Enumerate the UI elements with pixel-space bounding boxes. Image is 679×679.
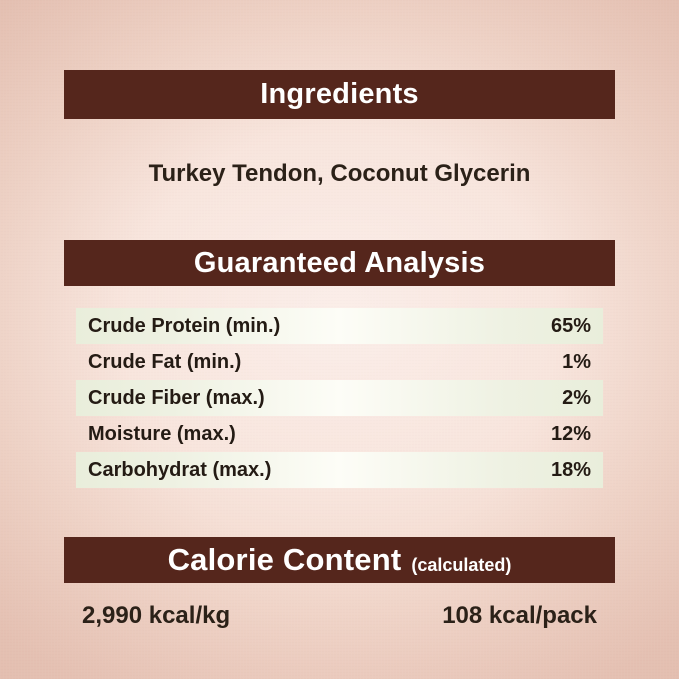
guaranteed-analysis-header-banner: Guaranteed Analysis bbox=[64, 240, 615, 286]
calorie-content-heading: Calorie Content bbox=[167, 542, 402, 577]
ingredients-header-banner: Ingredients bbox=[64, 70, 615, 119]
calorie-values-row: 2,990 kcal/kg 108 kcal/pack bbox=[64, 602, 615, 630]
guaranteed-analysis-heading: Guaranteed Analysis bbox=[193, 246, 486, 279]
table-row: Crude Protein (min.) 65% bbox=[76, 308, 603, 344]
nutrient-value: 1% bbox=[562, 350, 591, 373]
nutrient-value: 18% bbox=[550, 458, 591, 481]
guaranteed-analysis-table: Crude Protein (min.) 65% Crude Fat (min.… bbox=[76, 308, 603, 488]
table-row: Carbohydrat (max.) 18% bbox=[76, 452, 603, 488]
nutrient-value: 12% bbox=[550, 422, 591, 445]
nutrient-label: Moisture (max.) bbox=[88, 422, 236, 445]
ingredients-list-text: Turkey Tendon, Coconut Glycerin bbox=[148, 160, 531, 187]
ingredients-heading: Ingredients bbox=[260, 78, 419, 110]
nutrient-value: 2% bbox=[562, 386, 591, 409]
calorie-content-header-banner: Calorie Content (calculated) bbox=[64, 537, 615, 583]
table-row: Crude Fat (min.) 1% bbox=[76, 344, 603, 380]
calorie-per-kg: 2,990 kcal/kg bbox=[82, 602, 231, 629]
table-row: Crude Fiber (max.) 2% bbox=[76, 380, 603, 416]
calorie-per-pack: 108 kcal/pack bbox=[442, 602, 597, 629]
nutrient-label: Crude Protein (min.) bbox=[88, 314, 281, 337]
nutrient-value: 65% bbox=[550, 314, 591, 337]
nutrient-label: Crude Fat (min.) bbox=[88, 350, 242, 373]
nutrient-label: Carbohydrat (max.) bbox=[88, 458, 272, 481]
table-row: Moisture (max.) 12% bbox=[76, 416, 603, 452]
calorie-content-subheading: (calculated) bbox=[411, 554, 512, 575]
nutrient-label: Crude Fiber (max.) bbox=[88, 386, 265, 409]
